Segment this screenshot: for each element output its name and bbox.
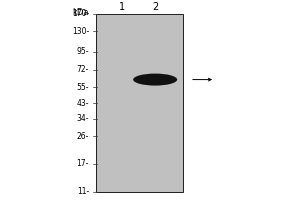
Text: 17-: 17- bbox=[76, 159, 89, 168]
Bar bbox=[96, 14, 183, 192]
Text: 130-: 130- bbox=[72, 27, 89, 36]
Text: 26-: 26- bbox=[76, 132, 89, 141]
Text: 1: 1 bbox=[119, 2, 125, 12]
Text: 55-: 55- bbox=[76, 83, 89, 92]
Text: 72-: 72- bbox=[76, 65, 89, 74]
Text: 2: 2 bbox=[152, 2, 158, 12]
Text: 11-: 11- bbox=[77, 188, 89, 196]
Text: 170-: 170- bbox=[72, 9, 89, 19]
Ellipse shape bbox=[133, 74, 177, 86]
Text: 34-: 34- bbox=[76, 114, 89, 123]
Text: kDa: kDa bbox=[73, 8, 89, 17]
Text: 95-: 95- bbox=[76, 47, 89, 56]
Text: 43-: 43- bbox=[76, 99, 89, 108]
